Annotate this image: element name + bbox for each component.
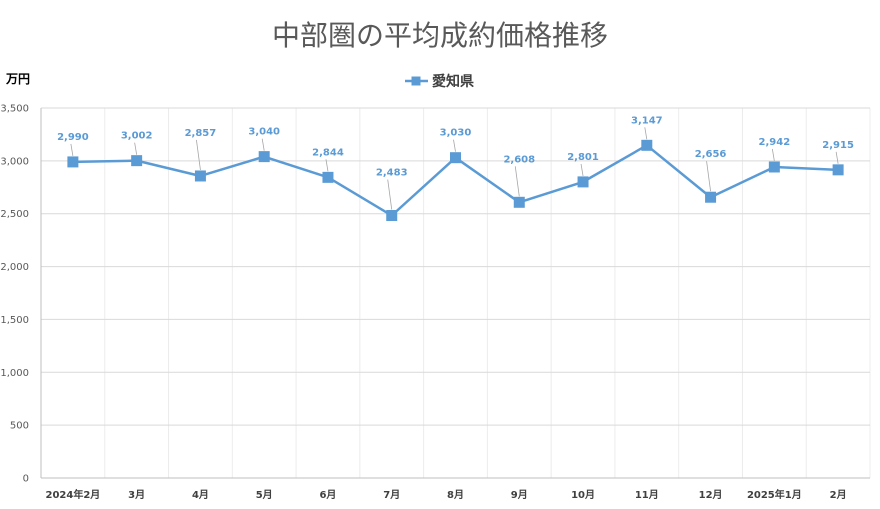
y-tick-label: 2,000 <box>0 262 29 273</box>
data-point-marker <box>322 171 334 183</box>
y-axis-unit-label: 万円 <box>5 72 30 86</box>
data-label-leader-line <box>196 139 201 171</box>
data-label-leader-line <box>134 142 138 155</box>
data-point-marker <box>513 196 525 208</box>
y-tick-label: 500 <box>10 421 29 432</box>
series-aichi: 2,990 3,002 2,857 3,040 2,844 2,483 3,030 2,608… <box>57 115 854 222</box>
legend-square-marker <box>411 76 421 86</box>
data-point-marker <box>194 170 206 182</box>
data-label: 2,915 <box>822 140 854 151</box>
x-tick-label: 3月 <box>128 489 145 501</box>
y-tick-label: 1,000 <box>0 368 29 379</box>
y-axis-ticks: 0 500 1,000 1,500 2,000 2,500 3,000 3,500 <box>0 104 29 485</box>
data-label: 2,857 <box>185 128 217 139</box>
data-point-marker <box>768 161 780 173</box>
data-label: 2,990 <box>57 132 89 143</box>
data-point-marker <box>641 139 653 151</box>
x-tick-label: 6月 <box>319 489 336 501</box>
data-label-leader-line <box>387 179 393 210</box>
data-label-leader-line <box>644 127 648 140</box>
grid <box>40 107 871 479</box>
legend: 愛知県 <box>405 73 474 90</box>
data-label: 2,942 <box>759 137 791 148</box>
x-tick-label: 2025年1月 <box>747 488 802 501</box>
data-label: 3,147 <box>631 115 663 126</box>
data-label: 2,608 <box>503 154 535 165</box>
data-label: 3,002 <box>121 131 153 142</box>
data-point-marker <box>450 152 461 164</box>
data-label-leader-line <box>261 138 265 151</box>
data-label-leader-line <box>835 151 839 164</box>
data-label-leader-line <box>70 143 74 156</box>
y-tick-label: 2,500 <box>0 209 29 220</box>
x-tick-label: 2月 <box>830 489 847 501</box>
data-point-marker <box>258 151 270 163</box>
x-tick-label: 12月 <box>699 489 723 501</box>
x-tick-label: 9月 <box>511 489 528 501</box>
y-tick-label: 3,000 <box>0 156 29 167</box>
chart-title: 中部圏の平均成約価格推移 <box>272 19 608 52</box>
data-label-leader-line <box>706 161 711 192</box>
x-tick-label: 4月 <box>192 489 209 501</box>
data-label: 2,801 <box>567 152 599 163</box>
y-tick-label: 3,500 <box>0 104 29 115</box>
data-label-leader-line <box>453 139 456 152</box>
data-point-marker <box>705 191 717 203</box>
data-point-marker <box>131 155 143 167</box>
x-tick-label: 8月 <box>447 489 464 501</box>
data-label: 2,656 <box>695 149 727 160</box>
data-point-marker <box>832 164 844 176</box>
data-point-marker <box>386 210 398 222</box>
data-point-marker <box>67 156 79 168</box>
data-label: 2,483 <box>376 168 408 179</box>
x-tick-label: 7月 <box>383 489 400 501</box>
data-label: 2,844 <box>312 147 344 158</box>
x-tick-label: 5月 <box>256 489 273 501</box>
y-tick-label: 0 <box>23 474 29 485</box>
x-tick-label: 11月 <box>635 489 659 501</box>
data-label: 3,030 <box>440 128 472 139</box>
y-tick-label: 1,500 <box>0 315 29 326</box>
x-axis-ticks: 2024年2月 3月 4月 5月 6月 7月 8月 9月 10月 11月 12月 2025年1月 2月 <box>45 488 846 501</box>
x-tick-label: 2024年2月 <box>45 488 100 501</box>
data-label-leader-line <box>514 166 520 197</box>
data-label-leader-line <box>580 163 584 176</box>
data-point-marker <box>577 176 589 188</box>
data-label-leader-line <box>771 148 775 162</box>
data-label: 3,040 <box>248 127 280 138</box>
data-label-leader-line <box>325 159 329 172</box>
legend-series-name: 愛知県 <box>432 73 474 90</box>
x-tick-label: 10月 <box>571 489 595 501</box>
